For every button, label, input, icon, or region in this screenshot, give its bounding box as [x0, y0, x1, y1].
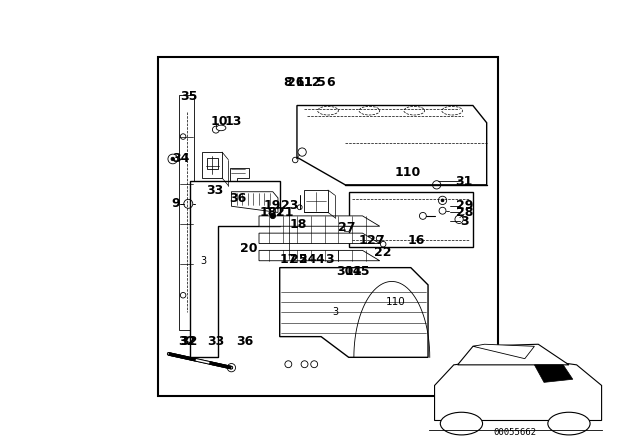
Circle shape: [171, 157, 175, 161]
Circle shape: [548, 412, 590, 435]
Polygon shape: [304, 190, 328, 212]
Ellipse shape: [317, 106, 339, 115]
Text: 32: 32: [180, 335, 198, 348]
Text: 23: 23: [282, 199, 299, 212]
Polygon shape: [202, 152, 222, 178]
Text: 28: 28: [456, 206, 473, 219]
Polygon shape: [230, 168, 249, 186]
Text: 34: 34: [172, 152, 189, 165]
Text: 14: 14: [344, 265, 362, 278]
Text: 32: 32: [178, 335, 195, 348]
Text: 7: 7: [374, 233, 383, 246]
Polygon shape: [534, 365, 573, 382]
Text: 26: 26: [287, 76, 304, 89]
Polygon shape: [259, 233, 380, 244]
Text: 110: 110: [394, 166, 420, 179]
Text: 2: 2: [367, 233, 376, 246]
Polygon shape: [473, 344, 534, 359]
Circle shape: [270, 213, 276, 219]
Polygon shape: [259, 216, 380, 226]
Polygon shape: [297, 106, 486, 185]
Polygon shape: [344, 226, 351, 232]
Polygon shape: [458, 344, 569, 365]
Text: 21: 21: [276, 206, 294, 219]
Text: 00055662: 00055662: [493, 428, 537, 437]
Text: 22: 22: [374, 246, 392, 258]
Ellipse shape: [216, 125, 226, 131]
Ellipse shape: [359, 106, 380, 115]
Polygon shape: [232, 192, 278, 212]
Text: 36: 36: [236, 335, 253, 348]
Text: 17: 17: [280, 253, 297, 266]
Text: 3: 3: [332, 307, 338, 318]
Text: 27: 27: [338, 221, 356, 234]
Text: 3: 3: [201, 256, 207, 266]
Text: 31: 31: [456, 175, 473, 188]
Text: 10: 10: [211, 115, 228, 128]
Text: 33: 33: [207, 184, 224, 197]
Text: 5: 5: [317, 76, 326, 89]
Text: 19: 19: [264, 199, 281, 212]
Polygon shape: [259, 250, 380, 261]
Polygon shape: [435, 357, 602, 421]
Ellipse shape: [404, 106, 424, 115]
Text: 33: 33: [207, 335, 225, 348]
Ellipse shape: [442, 106, 463, 115]
Text: 3: 3: [460, 215, 468, 228]
Text: 35: 35: [180, 90, 198, 103]
Text: 9: 9: [172, 197, 180, 210]
Text: 1: 1: [358, 233, 367, 246]
Text: 36: 36: [230, 192, 247, 205]
Text: 30: 30: [336, 265, 353, 278]
Polygon shape: [190, 181, 280, 358]
Text: 20: 20: [240, 242, 257, 255]
Text: 15: 15: [353, 265, 370, 278]
Circle shape: [441, 199, 444, 202]
Polygon shape: [280, 267, 428, 358]
Text: 24: 24: [298, 253, 316, 266]
Text: 18: 18: [260, 206, 277, 219]
Text: 29: 29: [456, 199, 473, 212]
Text: 25: 25: [290, 253, 307, 266]
Text: 18: 18: [290, 218, 307, 231]
Text: 16: 16: [407, 233, 425, 246]
Circle shape: [440, 412, 483, 435]
Text: 4: 4: [315, 253, 324, 266]
Text: 6: 6: [326, 76, 334, 89]
Text: 12: 12: [304, 76, 321, 89]
Text: 13: 13: [225, 115, 242, 128]
Text: 110: 110: [385, 297, 405, 307]
Text: 8: 8: [283, 76, 292, 89]
Text: 11: 11: [296, 76, 314, 89]
Polygon shape: [179, 95, 194, 330]
Polygon shape: [349, 192, 473, 247]
Text: 3: 3: [325, 253, 334, 266]
